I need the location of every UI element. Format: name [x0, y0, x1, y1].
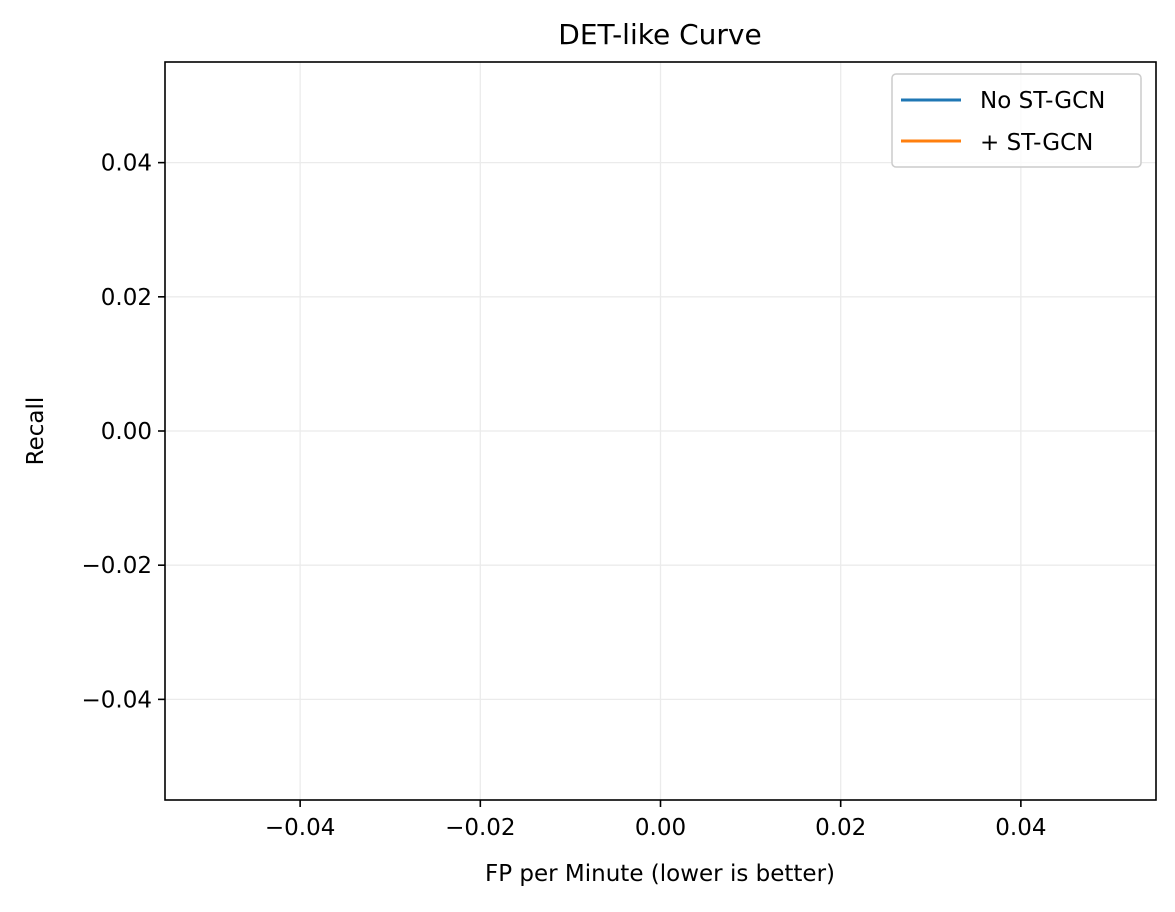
x-tick-label: 0.02 — [815, 815, 866, 841]
legend-box — [891, 73, 1142, 168]
legend-label-plus-st-gcn: + ST-GCN — [980, 130, 1093, 156]
x-tick-label: 0.04 — [995, 815, 1046, 841]
x-tick-label: −0.02 — [445, 815, 515, 841]
y-tick-label: 0.00 — [101, 419, 152, 445]
y-axis-label: Recall — [23, 397, 49, 466]
y-tick-label: 0.04 — [101, 151, 152, 177]
y-tick-label: −0.04 — [82, 687, 152, 713]
legend-label-no-st-gcn: No ST-GCN — [980, 88, 1105, 114]
legend: No ST-GCN + ST-GCN — [891, 73, 1142, 168]
chart-title: DET-like Curve — [558, 18, 761, 51]
x-axis-label: FP per Minute (lower is better) — [485, 861, 835, 887]
x-tick-label: −0.04 — [265, 815, 335, 841]
x-tick-label: 0.00 — [635, 815, 686, 841]
y-tick-label: −0.02 — [82, 553, 152, 579]
x-ticks: −0.04 −0.02 0.00 0.02 0.04 — [265, 800, 1046, 841]
y-ticks: −0.04 −0.02 0.00 0.02 0.04 — [82, 151, 165, 713]
y-tick-label: 0.02 — [101, 285, 152, 311]
